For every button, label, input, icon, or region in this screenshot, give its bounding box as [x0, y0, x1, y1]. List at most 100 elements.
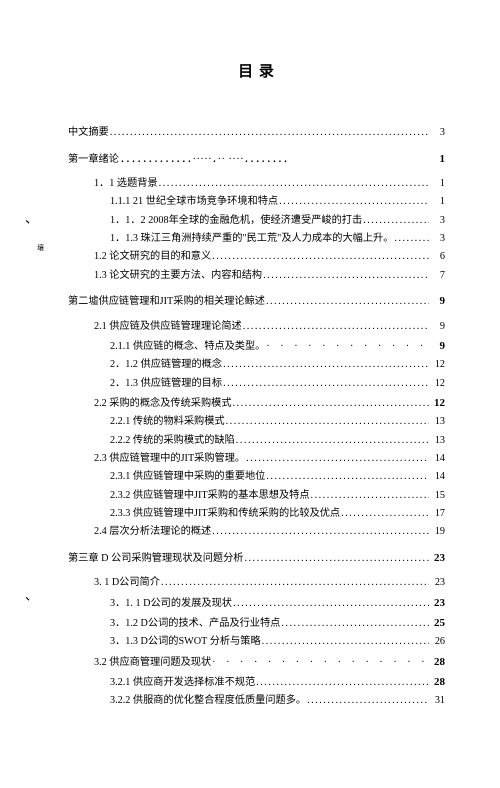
- toc-page-number: 23: [429, 549, 445, 567]
- toc-title: 目 录: [68, 60, 445, 85]
- toc-leader: ........................................…: [109, 125, 429, 142]
- margin-mark: 、: [25, 208, 38, 227]
- toc-page-number: 25: [429, 614, 445, 632]
- toc-entry-text: 2.3.3 供应链管理中JIT采购和传统采购的比较及优点: [110, 506, 340, 523]
- toc-page-number: 9: [429, 292, 445, 310]
- toc-page-number: 17: [429, 506, 445, 523]
- margin-mark: 、: [25, 585, 38, 604]
- toc-leader: ........................................…: [242, 319, 429, 336]
- toc-page-number: 23: [429, 594, 445, 612]
- toc-page-number: 28: [429, 653, 445, 671]
- toc-leader: ........................................…: [362, 213, 429, 230]
- toc-page-number: 12: [429, 376, 445, 393]
- toc-entry-text: 1.2 论文研究的目的和意义: [94, 249, 211, 266]
- margin-char: 壤: [37, 243, 44, 253]
- toc-entry: 2.3.3 供应链管理中JIT采购和传统采购的比较及优点............…: [68, 506, 445, 523]
- toc-entry-text: 2．1.2 供应链管理的概念: [110, 357, 222, 374]
- toc-entry-text: 3．1.3 D公词的SWOT 分析与策略: [110, 634, 261, 651]
- toc-entry: 1.2 论文研究的目的和意义..........................…: [68, 249, 445, 266]
- toc-entry-text: 3.2.2 供服商的优化整合程度低质量问题多。: [110, 693, 306, 710]
- toc-entry: 3. 1 D公司简介..............................…: [68, 575, 445, 592]
- toc-page-number: 3: [429, 213, 445, 230]
- toc-entry: 2.2.1 传统的物料采购模式.........................…: [68, 414, 445, 431]
- toc-leader: ........................................…: [280, 616, 429, 633]
- toc-page-number: 3: [429, 231, 445, 248]
- toc-entry: 1.3 论文研究的主要方法、内容和结构.....................…: [68, 268, 445, 285]
- toc-leader: · · · · · · · · · · · · · · · · · · · · …: [265, 339, 429, 356]
- toc-page-number: 28: [429, 673, 445, 691]
- toc-page-number: 9: [429, 337, 445, 355]
- toc-entry-text: 2.2 采购的概念及传统采购模式: [94, 396, 232, 413]
- toc-entry: 3.2.1 供应商开发选择标准不规范......................…: [68, 673, 445, 692]
- toc-entry-text: 1.3 论文研究的主要方法、内容和结构: [94, 268, 262, 285]
- toc-entry: 2.3.1 供应链管理中采购的重要地位.....................…: [68, 469, 445, 486]
- toc-leader: ........................................…: [211, 249, 429, 266]
- toc-entry: 1.1.1 21 世纪全球市场竞争环境和特点..................…: [68, 194, 445, 211]
- toc-entry: 第三章 D 公司采购管理现状及问题分析.....................…: [68, 549, 445, 568]
- toc-entry: 3．1. 1 D公司的发展及现状........................…: [68, 594, 445, 613]
- toc-entry-text: 2.2.1 传统的物料采购模式: [110, 414, 225, 431]
- toc-page-number: 1: [429, 194, 445, 211]
- toc-page-number: 19: [429, 524, 445, 541]
- toc-page-number: 6: [429, 249, 445, 266]
- toc-entry: 2.1.1 供应链的概念、特点及类型。· · · · · · · · · · ·…: [68, 337, 445, 356]
- toc-leader: ........................................…: [211, 524, 429, 541]
- toc-page-number: 13: [429, 433, 445, 450]
- toc-entry: [68, 571, 445, 574]
- toc-page-number: 9: [429, 319, 445, 336]
- toc-entry: 2.3.2 供应链管理中JIT采购的基本思想及特点...............…: [68, 488, 445, 505]
- toc-entry-text: 2.3.1 供应链管理中采购的重要地位: [110, 469, 265, 486]
- toc-leader: ........................................…: [261, 634, 429, 651]
- toc-entry-text: 1.1.1 21 世纪全球市场竞争环境和特点: [110, 194, 278, 211]
- toc-entry-text: 2.2.2 传统的采购模式的缺陷: [110, 433, 235, 450]
- toc-page-number: 12: [429, 357, 445, 374]
- toc-entry: 2．1.3 供应链管理的目标..........................…: [68, 376, 445, 393]
- toc-leader: ........................................…: [393, 231, 429, 248]
- toc-entry: 2.2.2 传统的采购模式的缺陷........................…: [68, 433, 445, 450]
- toc-entry-text: 2.3.2 供应链管理中JIT采购的基本思想及特点: [110, 488, 310, 505]
- toc-page-number: 26: [429, 634, 445, 651]
- toc-leader: ........................................…: [265, 294, 429, 311]
- toc-entry-text: 中文摘要: [68, 125, 109, 142]
- toc-entry-text: 第二墟供应链管理和JIT采购的相关理论鲸述: [68, 294, 265, 311]
- toc-entry-text: 3.2 供应商管理问题及现状: [94, 655, 211, 672]
- toc-list: 中文摘要....................................…: [68, 125, 445, 711]
- toc-entry-text: 2.4 层次分析法理论的概述: [94, 524, 211, 541]
- toc-entry: 1．1.3 珠江三角洲持续严重的"民工荒"及人力成本的大幅上升。........…: [68, 231, 445, 248]
- toc-entry: 2．1.2 供应链管理的概念..........................…: [68, 357, 445, 374]
- toc-entry: 2.4 层次分析法理论的概述..........................…: [68, 524, 445, 541]
- toc-leader: ........................................…: [306, 693, 429, 710]
- toc-leader: ........................................…: [158, 176, 429, 193]
- toc-entry: 3.2 供应商管理问题及现状· · · · · · · · · · · · · …: [68, 653, 445, 672]
- toc-entry: 1．1．2 2008年全球的金融危机，使经济遭受严峻的打击...........…: [68, 213, 445, 230]
- toc-entry-text: 2.1 供应链及供应链管理理论简述: [94, 319, 242, 336]
- toc-leader: ........................................…: [265, 469, 429, 486]
- toc-leader: ........................................…: [245, 451, 429, 468]
- toc-entry-text: 1．1．2 2008年全球的金融危机，使经济遭受严峻的打击: [110, 213, 362, 230]
- toc-entry: 2.3 供应链管理中的JIT采购管理。.....................…: [68, 451, 445, 468]
- toc-leader: · · · · · · · · · · · · · · · · · · · · …: [211, 655, 429, 672]
- toc-leader: ........................................…: [222, 357, 429, 374]
- toc-leader: ........................................…: [160, 575, 429, 592]
- toc-entry: 第二墟供应链管理和JIT采购的相关理论鲸述...................…: [68, 292, 445, 311]
- toc-entry-text: 3．1.2 D公词的技术、产品及行业特点: [110, 616, 280, 633]
- toc-leader: ........................................…: [310, 488, 429, 505]
- toc-page-number: 1: [429, 176, 445, 193]
- toc-page-number: 7: [429, 268, 445, 285]
- toc-entry: 2.2 采购的概念及传统采购模式........................…: [68, 394, 445, 413]
- toc-page-number: 1: [429, 150, 445, 168]
- toc-entry: 3．1.3 D公词的SWOT 分析与策略....................…: [68, 634, 445, 651]
- toc-page-number: 15: [429, 488, 445, 505]
- toc-leader: ........................................…: [255, 675, 429, 692]
- toc-leader: ........................................…: [235, 433, 429, 450]
- toc-entry: 2.1 供应链及供应链管理理论简述.......................…: [68, 319, 445, 336]
- toc-leader: ........................................…: [243, 551, 429, 568]
- toc-page-number: 12: [429, 394, 445, 412]
- toc-leader: ........................................…: [262, 268, 429, 285]
- toc-entry-text: 3．1. 1 D公司的发展及现状: [110, 596, 232, 613]
- toc-entry-text: 2．1.3 供应链管理的目标: [110, 376, 222, 393]
- toc-leader: ........................................…: [225, 414, 429, 431]
- toc-page-number: 23: [429, 575, 445, 592]
- toc-leader: ........................................…: [232, 596, 429, 613]
- toc-page: 目 录 中文摘要................................…: [0, 0, 500, 742]
